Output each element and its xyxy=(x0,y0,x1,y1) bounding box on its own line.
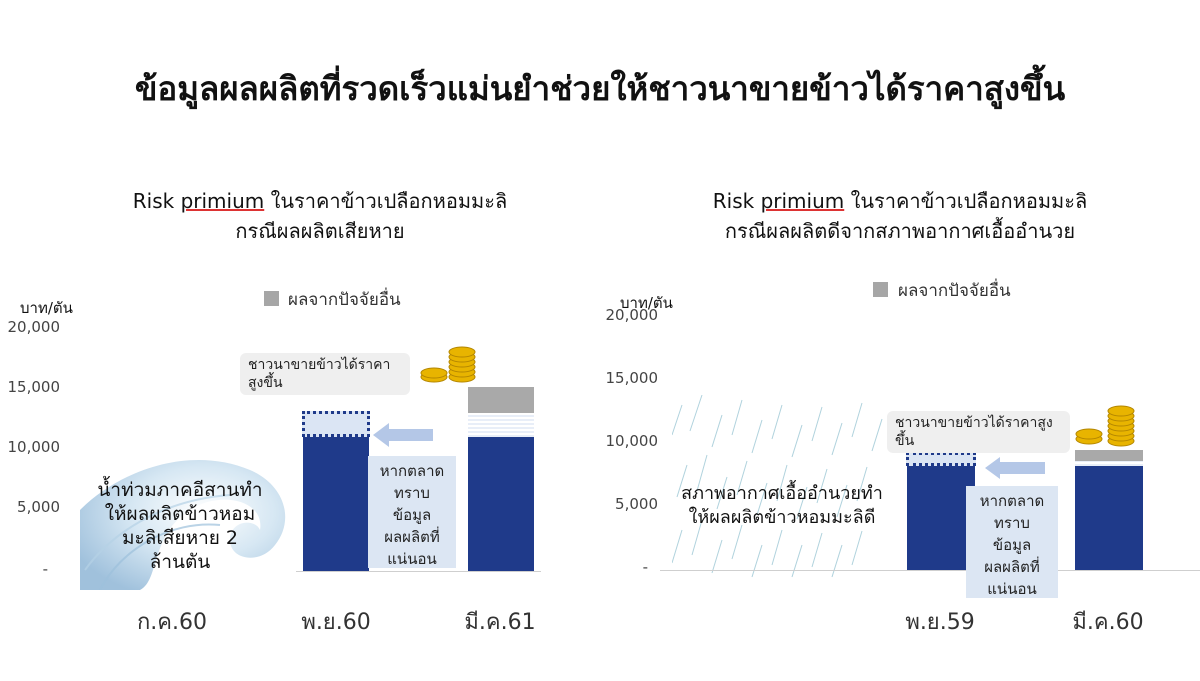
left-xlabel-3: มี.ค.61 xyxy=(464,610,536,635)
right-y-unit: บาท/ตัน xyxy=(620,294,673,312)
right-xlabel-2: มี.ค.60 xyxy=(1072,610,1144,635)
left-xlabel-2: พ.ย.60 xyxy=(301,610,371,635)
left-bar3-other-factors xyxy=(468,387,534,413)
right-box-line1: หากตลาด xyxy=(979,492,1045,510)
left-annotation-line4: ล้านตัน xyxy=(149,551,211,573)
right-callout: ชาวนาขายข้าวได้ราคาสูงขึ้น xyxy=(887,411,1070,453)
left-legend-label: ผลจากปัจจัยอื่น xyxy=(288,290,401,310)
left-title-post: ในราคาข้าวเปลือกหอมมะลิ xyxy=(264,189,508,213)
left-box-line2: ทราบ xyxy=(394,484,430,502)
right-ytick-10000: 10,000 xyxy=(605,432,659,450)
rain-image xyxy=(671,394,887,580)
left-title-underlined: primium xyxy=(180,189,265,213)
left-annotation-line3: มะลิเสียหาย 2 xyxy=(121,527,239,549)
left-xlabel-1: ก.ค.60 xyxy=(136,610,208,635)
right-title-line2: กรณีผลผลิตดีจากสภาพอากาศเอื้ออำนวย xyxy=(724,219,1076,243)
right-bar2-other-factors xyxy=(1075,450,1143,461)
left-box-line1: หากตลาด xyxy=(379,462,445,480)
right-box-line5: แน่นอน xyxy=(987,580,1037,598)
right-box-line3: ข้อมูล xyxy=(992,536,1032,554)
right-x-axis xyxy=(660,570,1200,571)
right-title-post: ในราคาข้าวเปลือกหอมมะลิ xyxy=(844,189,1088,213)
right-legend-label: ผลจากปัจจัยอื่น xyxy=(898,281,1011,301)
left-ytick-0: - xyxy=(42,560,48,578)
left-bar3-premium-segment xyxy=(468,413,534,437)
right-bar2-premium-segment xyxy=(1075,461,1143,466)
right-legend-swatch xyxy=(873,282,888,297)
right-xlabel-1: พ.ย.59 xyxy=(905,610,975,635)
right-ytick-5000: 5,000 xyxy=(615,495,658,513)
right-chart-title: Risk primium ในราคาข้าวเปลือกหอมมะลิ กรณ… xyxy=(640,186,1160,246)
left-info-box: หากตลาด ทราบ ข้อมูล ผลผลิตที่ แน่นอน xyxy=(368,456,456,568)
left-callout: ชาวนาขายข้าวได้ราคาสูงขึ้น xyxy=(240,353,410,395)
left-title-line2: กรณีผลผลิตเสียหาย xyxy=(235,219,405,243)
right-box-line2: ทราบ xyxy=(994,514,1030,532)
right-annotation: สภาพอากาศเอื้ออำนวยทำ ให้ผลผลิตข้าวหอมมะ… xyxy=(672,482,892,530)
right-ytick-15000: 15,000 xyxy=(605,369,659,387)
left-annotation-line1: น้ำท่วมภาคอีสานทำ xyxy=(97,479,263,501)
right-annotation-line2: ให้ผลผลิตข้าวหอมมะลิดี xyxy=(688,507,876,528)
right-info-box: หากตลาด ทราบ ข้อมูล ผลผลิตที่ แน่นอน xyxy=(966,486,1058,598)
left-ytick-20000: 20,000 xyxy=(7,318,61,336)
right-title-underlined: primium xyxy=(760,189,845,213)
left-box-line4: ผลผลิตที่ xyxy=(384,528,440,546)
flood-wave-image xyxy=(80,450,295,591)
left-annotation: น้ำท่วมภาคอีสานทำ ให้ผลผลิตข้าวหอม มะลิเ… xyxy=(80,478,280,574)
right-bar1-base xyxy=(907,466,975,570)
left-legend-swatch xyxy=(264,291,279,306)
left-title-pre: Risk xyxy=(132,189,181,213)
left-arrow-icon xyxy=(373,423,433,451)
left-box-line3: ข้อมูล xyxy=(392,506,432,524)
right-bar2-base xyxy=(1075,466,1143,570)
left-ytick-15000: 15,000 xyxy=(7,378,61,396)
right-coins-icon xyxy=(1073,405,1143,447)
right-arrow-icon xyxy=(985,457,1045,483)
right-annotation-line1: สภาพอากาศเอื้ออำนวยทำ xyxy=(681,483,883,504)
left-coins-icon xyxy=(418,344,483,384)
left-y-unit: บาท/ตัน xyxy=(20,299,73,317)
left-chart-title: Risk primium ในราคาข้าวเปลือกหอมมะลิ กรณ… xyxy=(60,186,580,246)
left-ytick-10000: 10,000 xyxy=(7,438,61,456)
left-ytick-5000: 5,000 xyxy=(17,498,60,516)
left-bar3-base xyxy=(468,437,534,571)
right-box-line4: ผลผลิตที่ xyxy=(984,558,1040,576)
left-box-line5: แน่นอน xyxy=(387,550,437,568)
right-bar1-premium-segment xyxy=(906,452,976,466)
page-title: ข้อมูลผลผลิตที่รวดเร็วแม่นยำช่วยให้ชาวนา… xyxy=(134,69,1066,108)
right-ytick-20000: 20,000 xyxy=(605,306,659,324)
left-bar2-base xyxy=(303,437,369,571)
left-bar2-premium-segment xyxy=(302,411,370,437)
right-title-pre: Risk xyxy=(712,189,761,213)
right-ytick-0: - xyxy=(642,558,648,576)
left-annotation-line2: ให้ผลผลิตข้าวหอม xyxy=(104,503,256,525)
left-x-axis xyxy=(296,571,541,572)
